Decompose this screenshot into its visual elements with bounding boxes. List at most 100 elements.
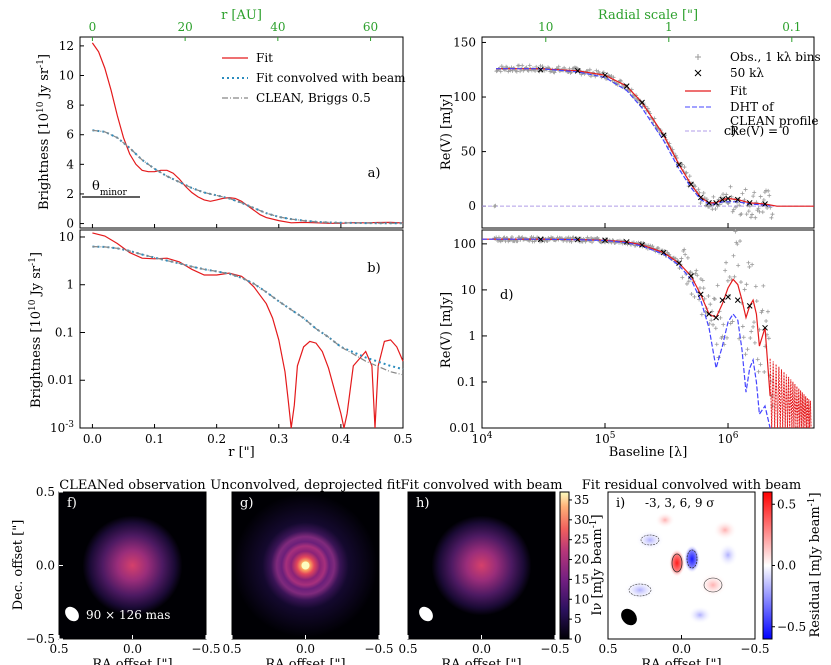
obs-point bbox=[728, 184, 733, 189]
obs-point bbox=[702, 296, 707, 301]
panel-g-xlabel: RA offset ["] bbox=[265, 657, 345, 665]
panel-a-ytick-label: 4 bbox=[66, 157, 74, 171]
panel-a-legend-entry: Fit convolved with beam bbox=[256, 71, 406, 85]
binned-point bbox=[706, 200, 712, 206]
panel-a-ytick-label: 2 bbox=[66, 187, 74, 201]
obs-point bbox=[711, 296, 716, 301]
legend-obs-swatch bbox=[695, 54, 701, 60]
panel-a-ytick-label: 8 bbox=[66, 98, 74, 112]
panel-f-ytick-label: −0.5 bbox=[26, 632, 55, 646]
obs-point bbox=[733, 229, 738, 234]
panel-a-series-1 bbox=[92, 129, 403, 225]
colorbar-i-tick-label: 0.0 bbox=[777, 559, 796, 573]
binned-point bbox=[660, 132, 667, 139]
panel-c-ytick-label: 100 bbox=[453, 90, 476, 104]
obs-point bbox=[518, 69, 523, 74]
panel-d-xlabel: Baseline [λ] bbox=[609, 445, 688, 460]
obs-point bbox=[737, 203, 742, 208]
obs-point bbox=[686, 279, 691, 284]
panel-i-contour bbox=[671, 553, 683, 573]
binned-point bbox=[602, 72, 608, 79]
obs-point bbox=[688, 269, 693, 274]
binned-point bbox=[762, 324, 768, 331]
colorbar-h-tick-label: 15 bbox=[574, 572, 589, 586]
obs-point bbox=[506, 69, 511, 74]
obs-point bbox=[735, 242, 740, 247]
panel-b-label: b) bbox=[367, 261, 380, 276]
binned-point bbox=[725, 294, 731, 300]
panel-b-xtick-label: 0.5 bbox=[393, 432, 412, 446]
panel-d-ytick-label: 10 bbox=[461, 283, 476, 297]
colorbar-h-tick-label: 5 bbox=[574, 612, 582, 626]
binned-point bbox=[676, 260, 682, 267]
obs-point bbox=[764, 188, 769, 193]
obs-point bbox=[747, 204, 752, 209]
binned-point bbox=[697, 291, 704, 298]
obs-point bbox=[712, 297, 717, 302]
panel-a-top-xlabel: r [AU] bbox=[221, 8, 262, 23]
panel-i-title: Fit residual convolved with beam bbox=[582, 478, 801, 493]
obs-point bbox=[498, 69, 503, 74]
colorbar-h-tick-label: 35 bbox=[574, 493, 589, 507]
obs-point bbox=[698, 286, 703, 291]
panel-b-ytick-label: 1 bbox=[66, 278, 74, 292]
panel-b-ytick-label: 10 bbox=[59, 230, 74, 244]
obs-point bbox=[744, 212, 749, 217]
colorbar-h-tick-label: 0 bbox=[574, 632, 582, 646]
obs-point bbox=[765, 309, 770, 314]
obs-point bbox=[708, 302, 713, 307]
panel-b-ytick-label: 0.01 bbox=[47, 373, 74, 387]
panel-f-ytick-label: 0.5 bbox=[36, 485, 55, 499]
obs-point bbox=[756, 206, 761, 211]
legend-dht-line1: DHT of bbox=[730, 100, 775, 114]
panel-b-xtick-label: 0.0 bbox=[83, 432, 102, 446]
panel-h-xtick-label: 0.0 bbox=[472, 642, 491, 656]
panel-g-peak bbox=[301, 561, 310, 570]
panel-b-ytick-label: 10-3 bbox=[50, 420, 74, 435]
panel-c-ytick-label: 50 bbox=[461, 145, 476, 159]
obs-point bbox=[656, 245, 661, 250]
obs-point bbox=[721, 322, 726, 327]
panel-f-beam bbox=[65, 606, 79, 622]
panel-h-xtick-label: −0.5 bbox=[540, 642, 569, 656]
obs-point bbox=[740, 324, 745, 329]
binned-point bbox=[719, 196, 726, 203]
obs-point bbox=[587, 67, 592, 72]
panel-c-ytick-label: 0 bbox=[468, 199, 476, 213]
binned-point bbox=[574, 67, 581, 74]
obs-point bbox=[728, 321, 733, 326]
obs-point bbox=[747, 264, 752, 269]
panel-f-ylabel: Dec. offset ["] bbox=[11, 520, 26, 611]
obs-point bbox=[713, 206, 718, 211]
panel-i-residual-blob bbox=[718, 543, 738, 567]
obs-point bbox=[724, 260, 729, 265]
panel-a-top-tick-label: 40 bbox=[270, 20, 285, 34]
obs-point bbox=[589, 235, 594, 240]
panel-a-label: a) bbox=[368, 166, 381, 181]
panel-a-legend-entry: Fit bbox=[256, 51, 273, 65]
legend-obs: Obs., 1 kλ bins bbox=[730, 50, 821, 64]
legend-dht-line2: CLEAN profile bbox=[730, 114, 818, 128]
panel-f-xtick-label: −0.5 bbox=[191, 642, 220, 656]
panel-b-xtick-label: 0.4 bbox=[331, 432, 350, 446]
obs-point bbox=[695, 273, 700, 278]
obs-point bbox=[682, 247, 687, 252]
panel-d-fit-ringing bbox=[769, 358, 812, 429]
obs-point bbox=[683, 252, 688, 257]
binned-point bbox=[676, 161, 682, 168]
obs-point bbox=[569, 239, 574, 244]
obs-point bbox=[697, 190, 702, 195]
obs-point bbox=[749, 329, 754, 334]
panel-b-xtick-label: 0.3 bbox=[269, 432, 288, 446]
colorbar-h bbox=[559, 491, 570, 640]
obs-point bbox=[571, 235, 576, 240]
binned-point bbox=[713, 200, 719, 206]
obs-point bbox=[696, 187, 701, 192]
obs-point bbox=[682, 165, 687, 170]
obs-point bbox=[701, 191, 706, 196]
binned-point bbox=[762, 201, 768, 207]
obs-point bbox=[562, 65, 567, 70]
obs-point bbox=[493, 203, 498, 208]
binned-point bbox=[688, 273, 694, 279]
obs-point bbox=[748, 215, 753, 220]
